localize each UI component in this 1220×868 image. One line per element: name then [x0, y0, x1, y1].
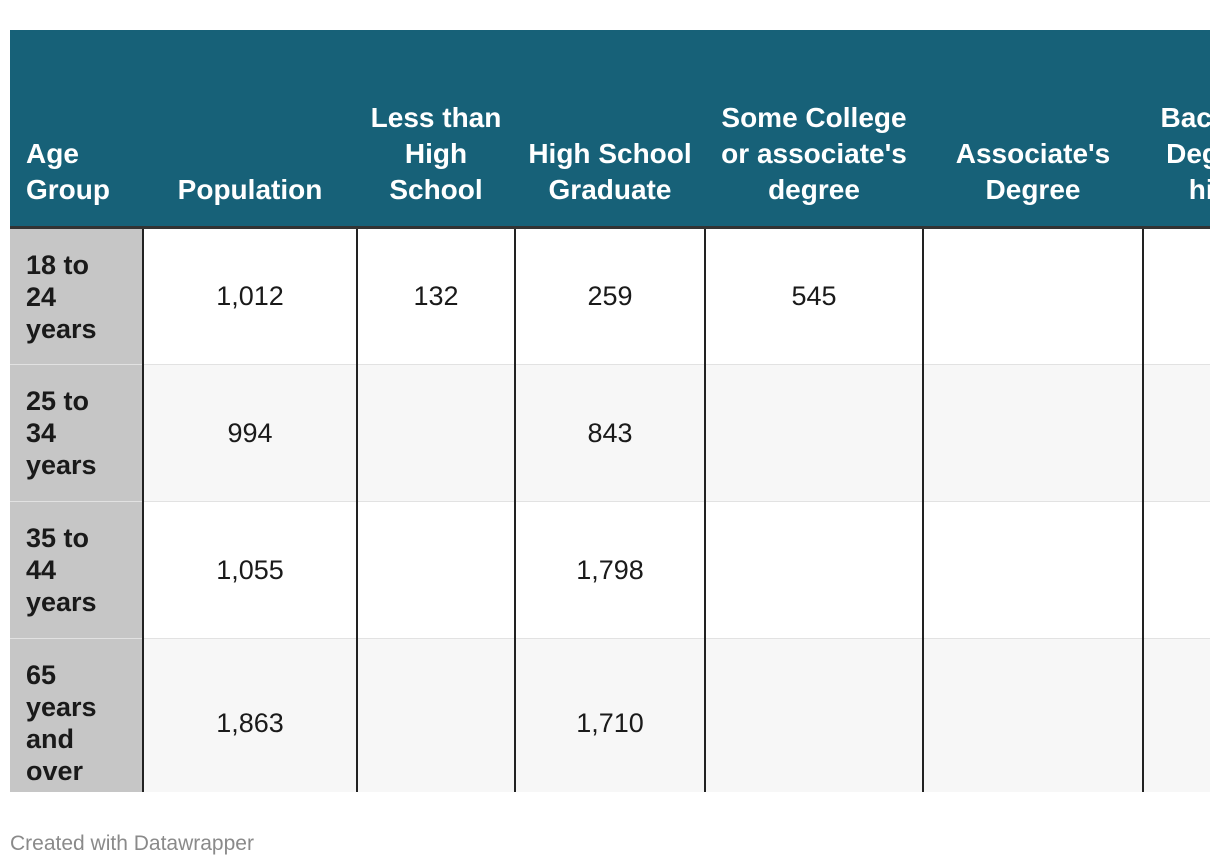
cell-some-college: 545 — [704, 227, 923, 365]
column-header-less-than-high-school: Less than High School — [357, 30, 515, 229]
row-label-age-group: 65 years and over — [10, 638, 143, 792]
cell-population: 1,055 — [142, 501, 357, 639]
column-header-bachelors-degree: Bachelor's Degree or higher — [1143, 30, 1210, 229]
cell-population: 1,863 — [142, 638, 357, 792]
cell-associates-degree — [922, 227, 1143, 365]
column-header-population: Population — [143, 30, 357, 229]
cell-associates-degree — [922, 364, 1143, 502]
cell-less-than-high-school — [356, 638, 515, 792]
column-header-some-college: Some College or associate's degree — [705, 30, 923, 229]
datawrapper-credit: Created with Datawrapper — [10, 832, 254, 855]
cell-less-than-high-school — [356, 364, 515, 502]
cell-bachelors-degree — [1142, 638, 1210, 792]
cell-associates-degree — [922, 638, 1143, 792]
column-header-age-group: Age Group — [10, 30, 143, 229]
cell-some-college — [704, 638, 923, 792]
cell-some-college — [704, 364, 923, 502]
cell-high-school-graduate: 259 — [514, 227, 705, 365]
table-row: 18 to 24 years 1,012 132 259 545 — [10, 227, 1210, 365]
cell-high-school-graduate: 843 — [514, 364, 705, 502]
education-table: Age Group Population Less than High Scho… — [10, 30, 1210, 792]
cell-less-than-high-school — [356, 501, 515, 639]
header-row: Age Group Population Less than High Scho… — [10, 30, 1210, 229]
cell-less-than-high-school: 132 — [356, 227, 515, 365]
cell-some-college — [704, 501, 923, 639]
table-row: 35 to 44 years 1,055 1,798 — [10, 501, 1210, 639]
table-row: 25 to 34 years 994 843 — [10, 364, 1210, 502]
cell-bachelors-degree — [1142, 227, 1210, 365]
column-header-associates-degree: Associate's Degree — [923, 30, 1143, 229]
data-table-container[interactable]: Age Group Population Less than High Scho… — [10, 30, 1210, 792]
cell-population: 994 — [142, 364, 357, 502]
row-label-age-group: 25 to 34 years — [10, 364, 143, 502]
cell-associates-degree — [922, 501, 1143, 639]
cell-bachelors-degree — [1142, 364, 1210, 502]
cell-high-school-graduate: 1,710 — [514, 638, 705, 792]
row-label-age-group: 35 to 44 years — [10, 501, 143, 639]
row-label-age-group: 18 to 24 years — [10, 227, 143, 365]
table-row: 65 years and over 1,863 1,710 — [10, 638, 1210, 792]
cell-high-school-graduate: 1,798 — [514, 501, 705, 639]
cell-population: 1,012 — [142, 227, 357, 365]
cell-bachelors-degree — [1142, 501, 1210, 639]
column-header-high-school-graduate: High School Graduate — [515, 30, 705, 229]
